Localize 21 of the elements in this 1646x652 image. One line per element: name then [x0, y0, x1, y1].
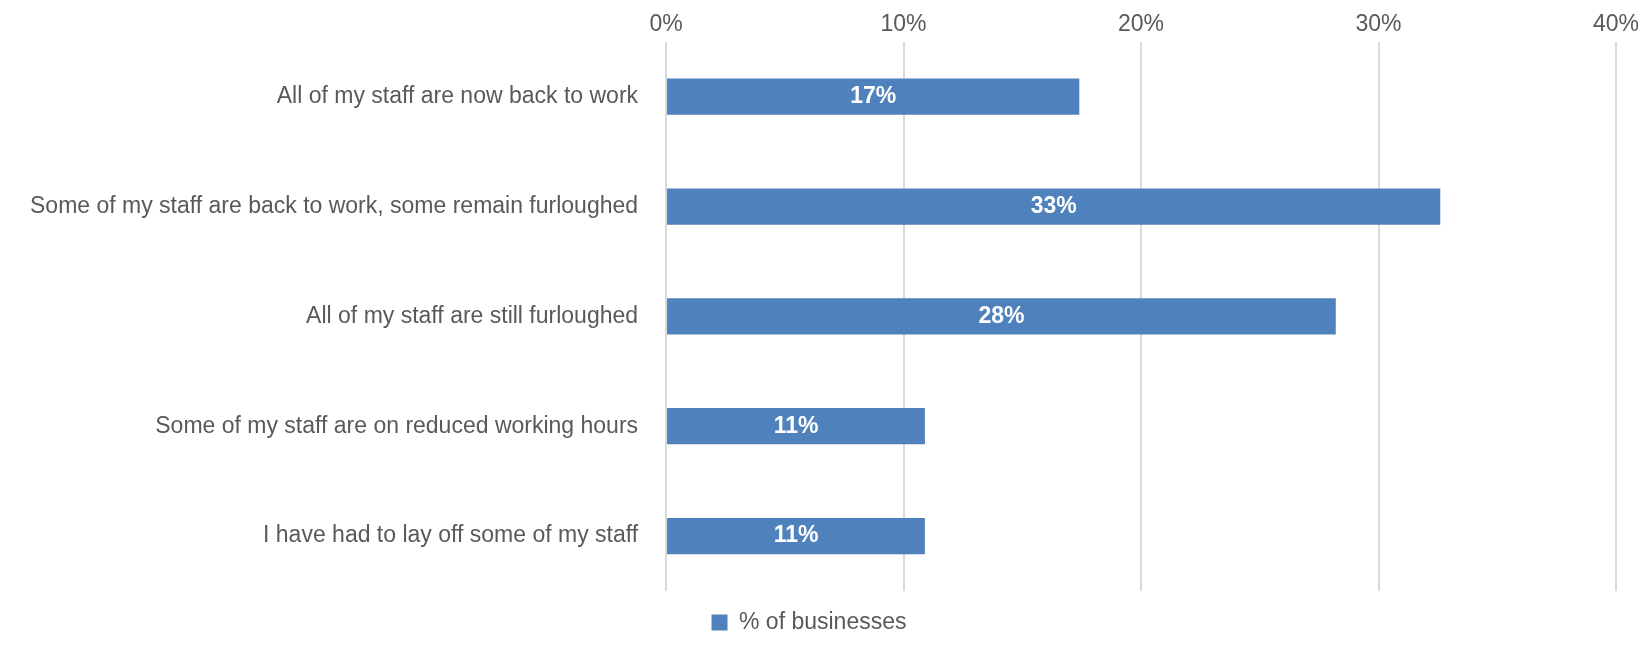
- bar: [667, 517, 925, 555]
- y-tick-label: All of my staff are still furloughed: [306, 301, 639, 328]
- bar: [667, 188, 1441, 225]
- data-label: 17%: [850, 82, 897, 109]
- x-tick-label: 0%: [649, 10, 683, 37]
- data-label: 33%: [1030, 191, 1077, 218]
- bar: [667, 298, 1336, 335]
- x-tick-label: 20%: [1118, 10, 1165, 37]
- y-tick-label: All of my staff are now back to work: [276, 82, 639, 109]
- x-tick-label: 40%: [1592, 10, 1640, 37]
- data-label: 11%: [773, 521, 819, 548]
- x-tick-label: 10%: [880, 10, 927, 37]
- legend-label: % of businesses: [739, 607, 907, 634]
- y-tick-label: Some of my staff are back to work, some remain furloughed: [30, 191, 639, 218]
- data-label: 11%: [773, 411, 819, 438]
- y-tick-label: I have had to lay off some of my staff: [263, 521, 639, 548]
- bar: [667, 408, 925, 445]
- data-label: 28%: [978, 301, 1025, 328]
- x-tick-label: 30%: [1355, 10, 1402, 37]
- bar: [667, 78, 1080, 115]
- y-tick-label: Some of my staff are on reduced working hours: [155, 411, 639, 438]
